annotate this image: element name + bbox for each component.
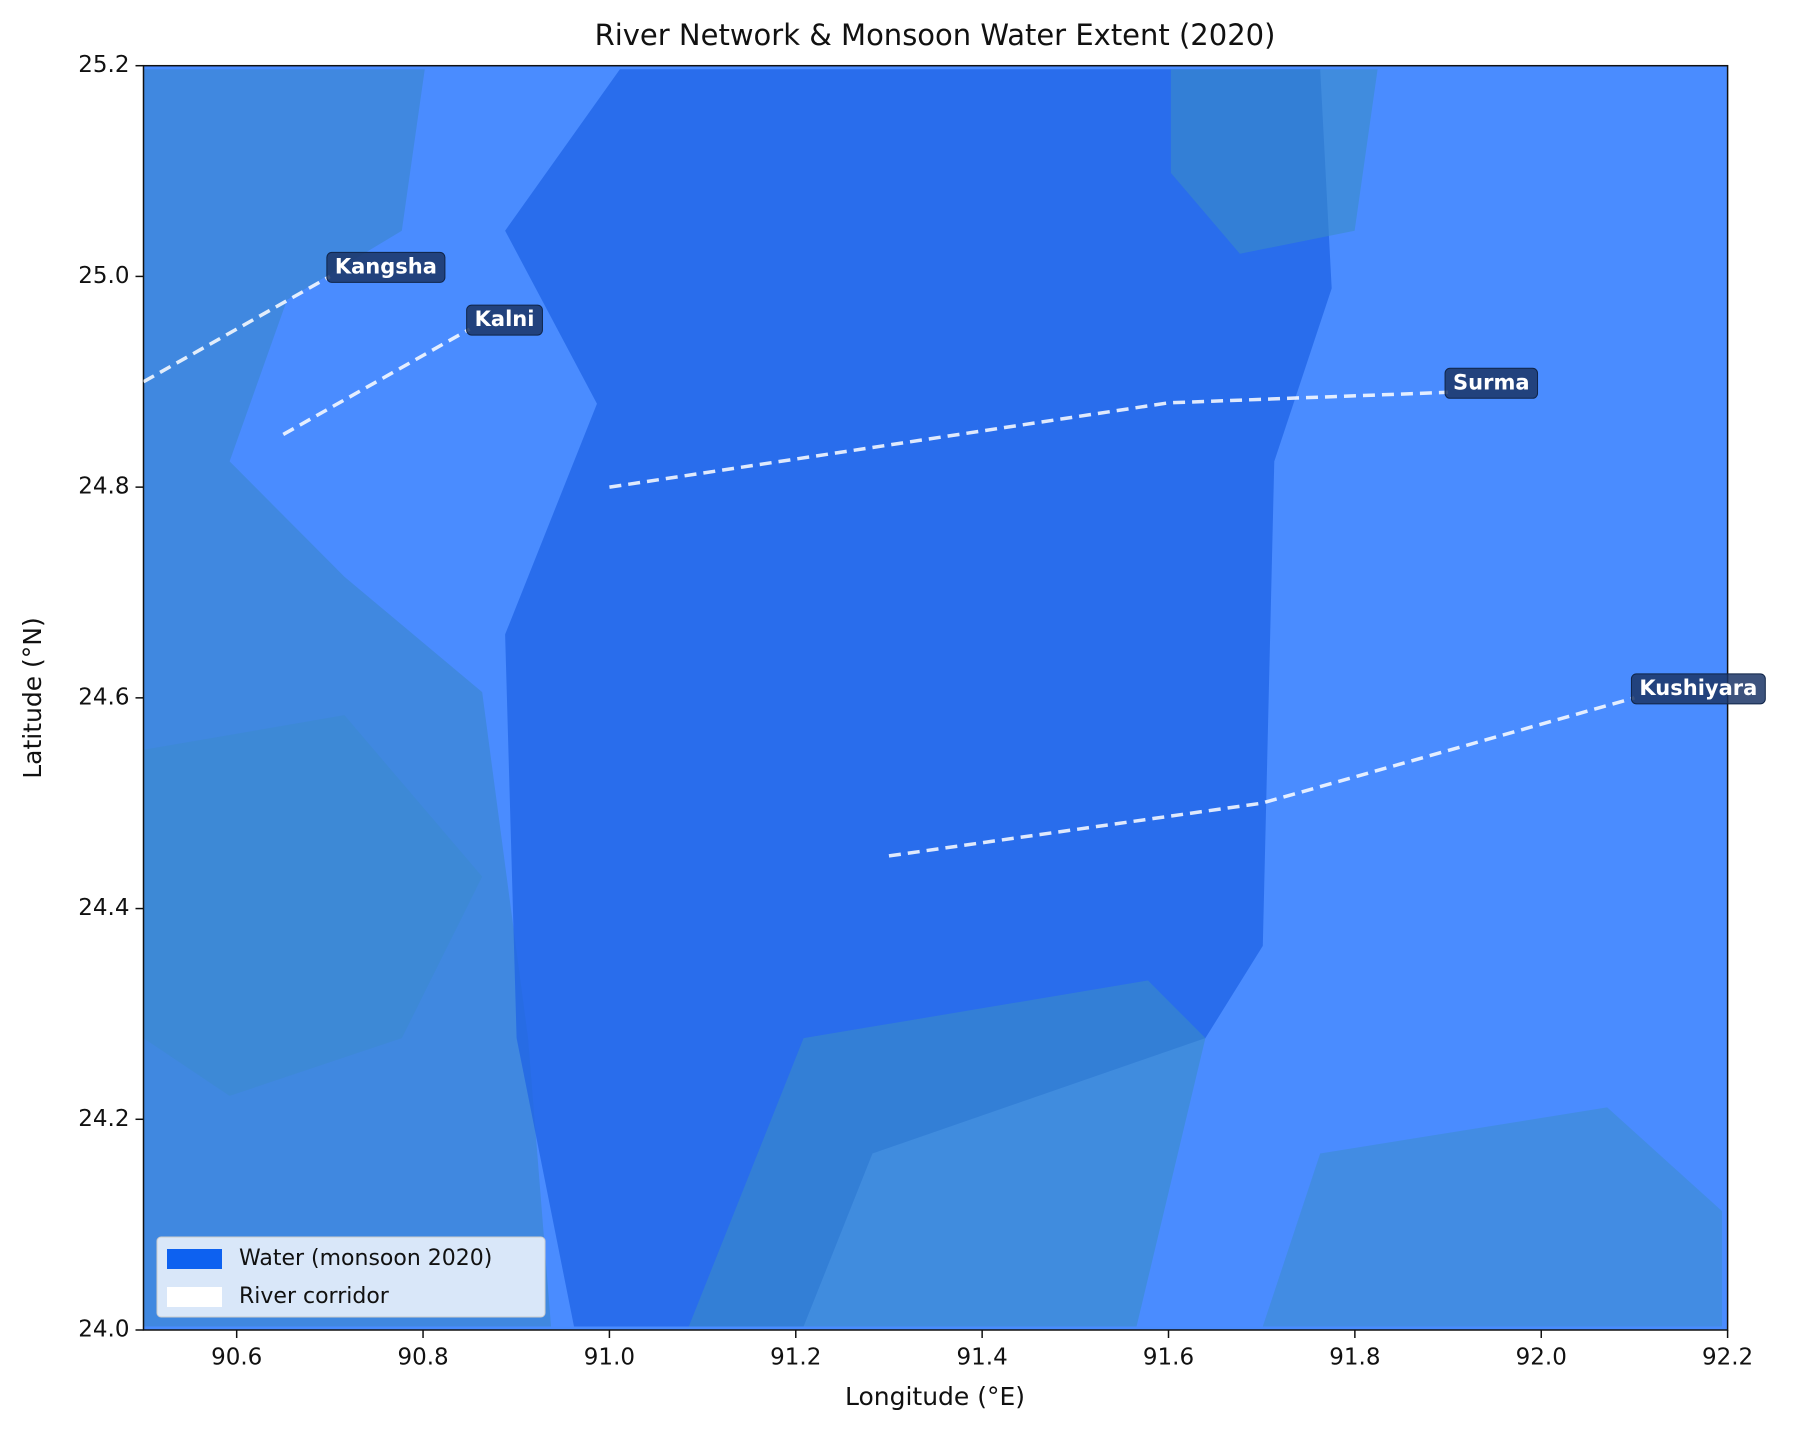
- river-line: [143, 274, 331, 384]
- river-label: Surma: [1453, 370, 1529, 394]
- x-tick-label: 91.2: [770, 1345, 821, 1371]
- legend-swatch: [167, 1287, 222, 1307]
- y-tick-label: 25.0: [78, 263, 129, 289]
- legend-label: River corridor: [239, 1284, 390, 1309]
- river-label: Kangsha: [335, 254, 437, 278]
- x-tick-label: 91.8: [1329, 1345, 1380, 1371]
- x-tick-label: 90.6: [211, 1345, 262, 1371]
- legend-swatch: [167, 1249, 222, 1269]
- y-tick-label: 24.4: [78, 895, 129, 921]
- river-label-box: [1630, 673, 1766, 705]
- y-axis-label: Latitude (°N): [18, 617, 47, 779]
- river-line: [282, 327, 471, 436]
- rivers: [143, 274, 1635, 858]
- river-label-box: [326, 251, 446, 283]
- y-tick-label: 25.2: [78, 52, 129, 78]
- river-label-box: [466, 304, 543, 336]
- x-tick-label: 92.2: [1702, 1345, 1753, 1371]
- river-line: [888, 696, 1635, 858]
- legend-box: [156, 1236, 546, 1318]
- river-line: [609, 390, 1449, 489]
- legend-label: Water (monsoon 2020): [239, 1246, 492, 1271]
- river-label-box: [1444, 367, 1539, 399]
- chart-title: River Network & Monsoon Water Extent (20…: [595, 18, 1276, 52]
- x-tick-label: 92.0: [1516, 1345, 1567, 1371]
- y-tick-label: 24.0: [78, 1317, 129, 1343]
- y-tick-label: 24.8: [78, 474, 129, 500]
- x-tick-label: 91.6: [1143, 1345, 1194, 1371]
- x-axis-label: Longitude (°E): [845, 1382, 1025, 1411]
- river-label: Kushiyara: [1639, 676, 1757, 700]
- x-tick-label: 90.8: [397, 1345, 448, 1371]
- river-label: Kalni: [475, 307, 535, 331]
- x-tick-label: 91.0: [584, 1345, 635, 1371]
- water-raster: [143, 65, 1728, 1331]
- x-tick-label: 91.4: [957, 1345, 1008, 1371]
- y-tick-label: 24.2: [78, 1106, 129, 1132]
- y-tick-label: 24.6: [78, 684, 129, 710]
